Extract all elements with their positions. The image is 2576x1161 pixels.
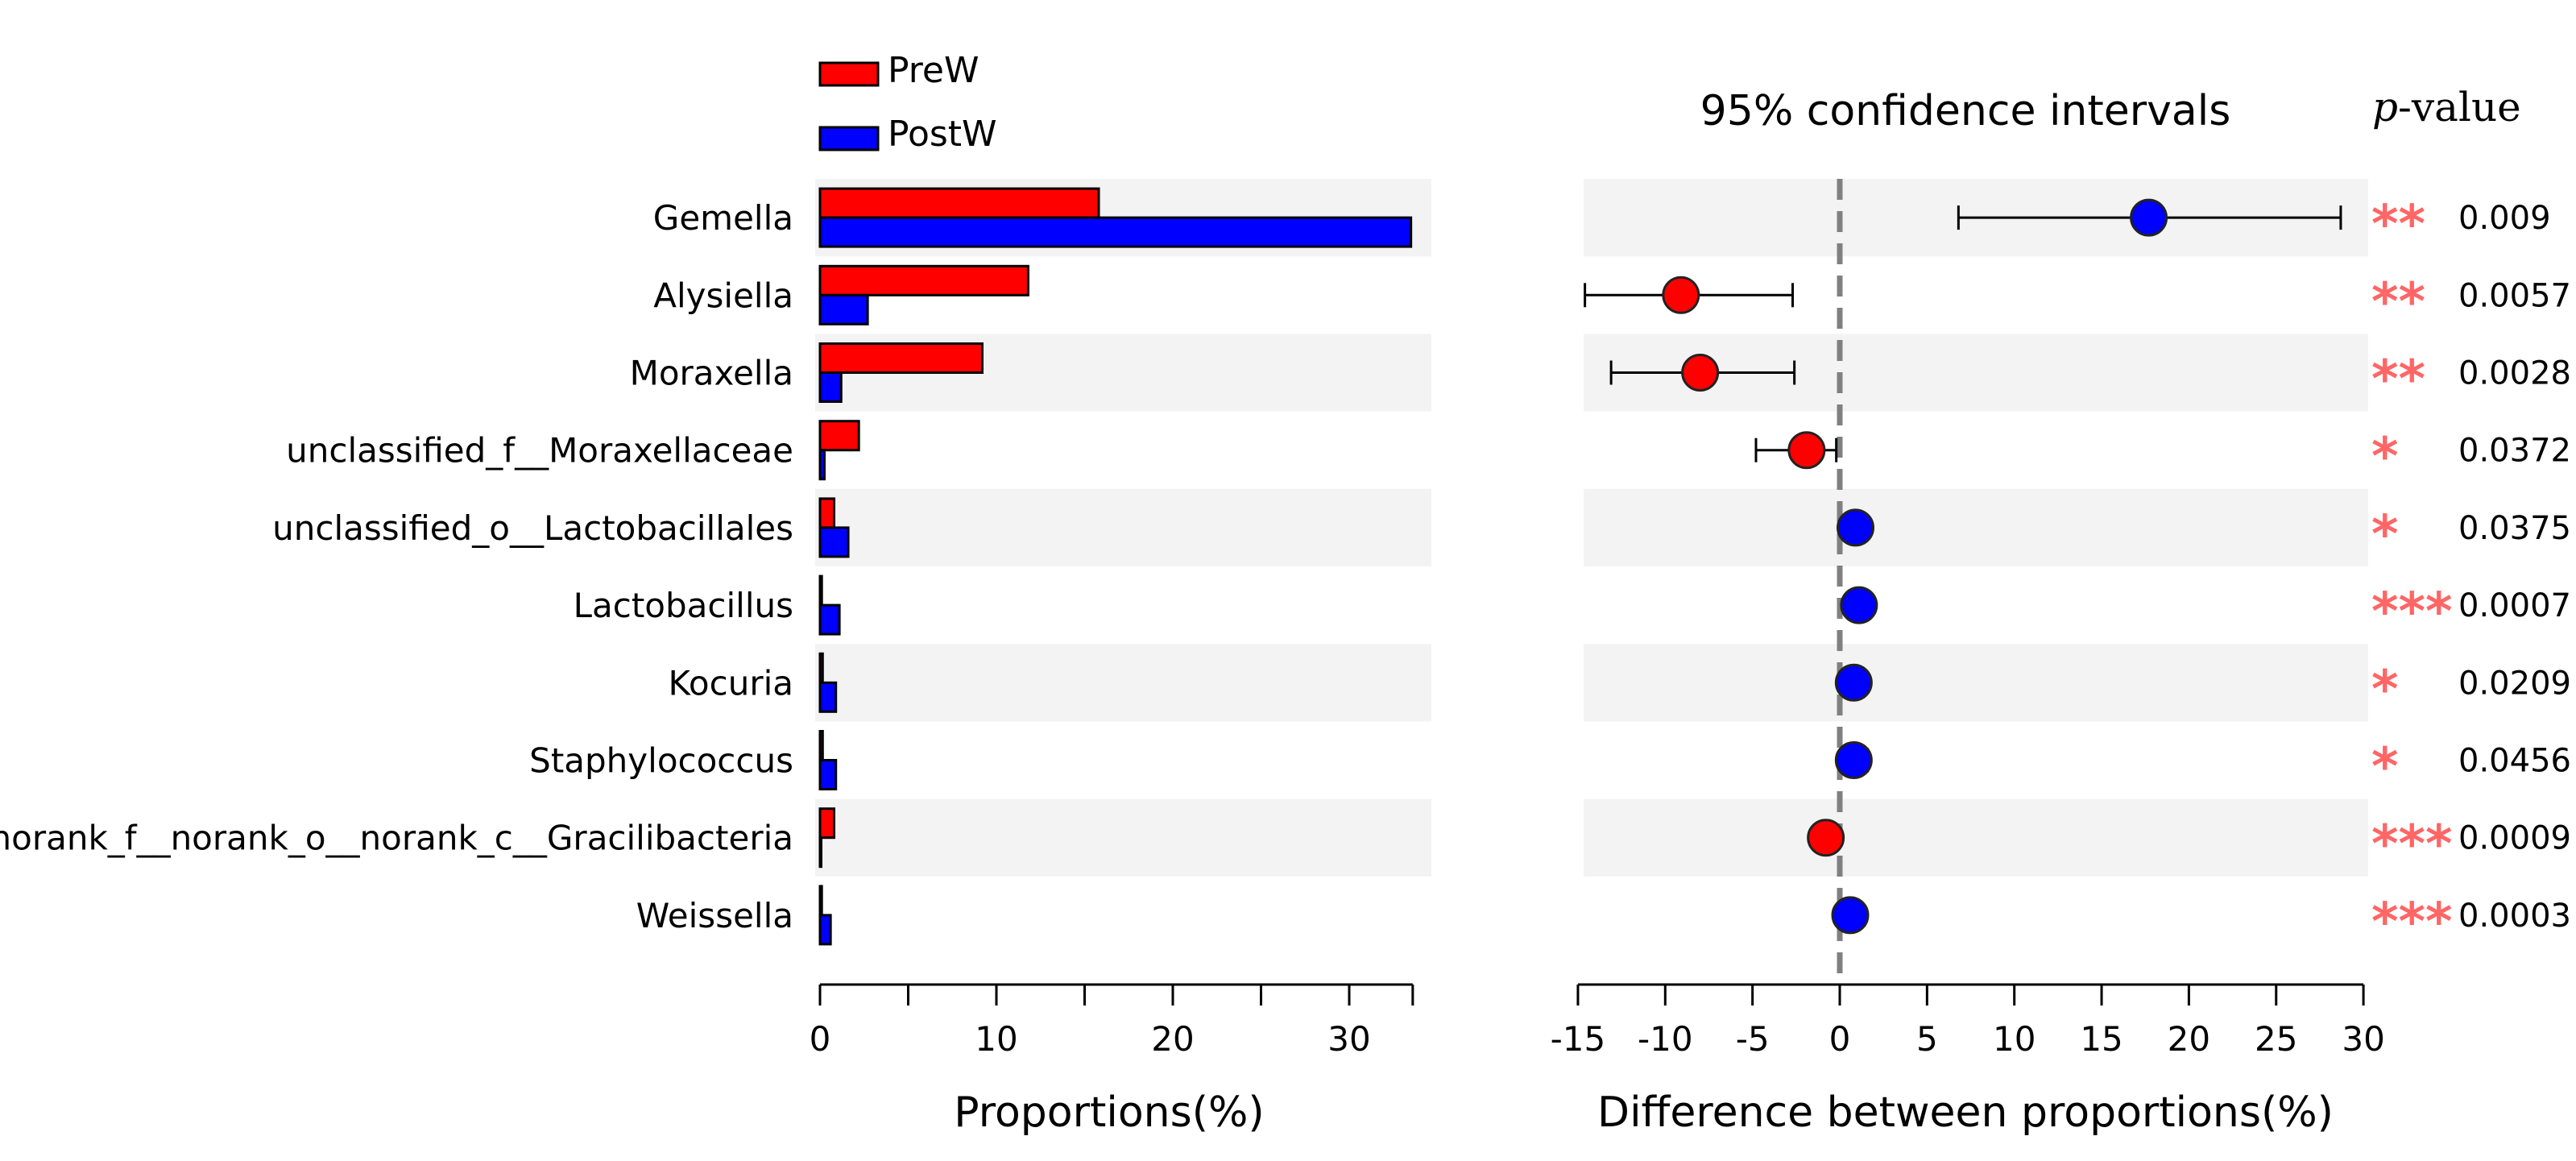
p-value: 0.009	[2458, 200, 2551, 237]
category-label: Alysiella	[653, 276, 793, 315]
bar-postw	[818, 216, 1413, 248]
right-axis-tick-label: 20	[2168, 1019, 2210, 1059]
category-label: Lactobacillus	[574, 586, 793, 625]
p-value: 0.0009	[2458, 820, 2571, 857]
p-value-column: ** 0.009** 0.0057** 0.0028* 0.0372* 0.0375***…	[2371, 195, 2571, 952]
right-axis-tick-label: -5	[1736, 1019, 1770, 1059]
right-axis-tick-label: -15	[1551, 1019, 1606, 1059]
legend-prew-swatch	[818, 61, 880, 87]
significance-stars: **	[2371, 272, 2425, 332]
p-value-header-italic: p	[2372, 84, 2398, 131]
ci-chart	[1584, 198, 2342, 935]
significance-stars: *	[2371, 660, 2398, 719]
p-value: 0.0028	[2458, 355, 2571, 392]
bar-prew	[818, 497, 836, 529]
category-label: unclassified_o__Lactobacillales	[272, 508, 793, 548]
category-label: Gemella	[653, 198, 793, 238]
p-value-header-rest: -value	[2398, 84, 2521, 131]
right-axis-tick-label: 15	[2080, 1019, 2123, 1059]
category-label: Kocuria	[668, 663, 793, 703]
bar-postw	[818, 526, 850, 558]
bar-postw	[818, 759, 838, 790]
row-background-left	[815, 798, 1431, 877]
bar-postw	[818, 681, 838, 713]
category-labels: Gemella Alysiella Moraxella unclassified_f_…	[0, 198, 793, 935]
bar-prew	[818, 187, 1100, 219]
category-label: unclassified_f__Moraxellaceae	[286, 431, 793, 471]
row-background-right	[1584, 644, 2368, 722]
row-background-left	[815, 644, 1431, 722]
significance-stars: **	[2371, 195, 2425, 255]
p-value: 0.0456	[2458, 743, 2571, 780]
bar-prew	[818, 342, 984, 374]
left-axis-tick-label: 20	[1151, 1019, 1194, 1059]
significance-stars: ***	[2371, 893, 2452, 952]
bar-postw	[818, 293, 869, 325]
ci-point	[2130, 198, 2168, 237]
significance-stars: *	[2371, 428, 2398, 487]
right-x-axis-label: Difference between proportions(%)	[1597, 1088, 2334, 1137]
category-label: Staphylococcus	[529, 741, 793, 781]
row-background-right	[1584, 798, 2368, 877]
bar-postw	[818, 603, 841, 636]
left-axis-tick-label: 0	[810, 1019, 831, 1059]
significance-stars: *	[2371, 505, 2398, 565]
bar-prew	[818, 420, 860, 452]
category-label: norank_f__norank_o__norank_c__Gracilibac…	[0, 819, 793, 858]
bar-prew	[818, 652, 824, 684]
row-background-left	[815, 488, 1431, 566]
right-axis-tick-label: -10	[1638, 1019, 1693, 1059]
left-x-axis-label: Proportions(%)	[954, 1088, 1264, 1137]
ci-panel-title: 95% confidence intervals	[1700, 87, 2231, 135]
bar-prew	[818, 574, 823, 607]
bar-prew	[818, 264, 1029, 296]
bar-postw	[818, 914, 832, 946]
row-backgrounds	[815, 179, 2368, 877]
bar-prew	[818, 885, 823, 917]
significance-stars: ***	[2371, 583, 2452, 642]
legend-prew-label: PreW	[888, 50, 979, 91]
ci-point	[1834, 741, 1873, 779]
p-value: 0.0003	[2458, 898, 2571, 935]
ci-point	[1840, 586, 1878, 624]
ci-point	[1807, 819, 1845, 857]
ci-point	[1831, 896, 1870, 935]
right-axis-tick-label: 25	[2255, 1019, 2297, 1059]
right-axis-tick-label: 5	[1916, 1019, 1938, 1059]
p-value: 0.0372	[2458, 433, 2571, 470]
p-value: 0.0209	[2458, 665, 2571, 702]
p-value: 0.0057	[2458, 277, 2571, 314]
legend-postw-swatch	[818, 126, 880, 151]
significance-stars: *	[2371, 738, 2398, 798]
bar-postw	[818, 371, 843, 403]
right-axis-tick-label: 0	[1829, 1019, 1851, 1059]
right-axis-tick-label: 10	[1993, 1019, 2036, 1059]
left-axis-tick-label: 30	[1327, 1019, 1370, 1059]
p-value: 0.0375	[2458, 510, 2571, 547]
p-value-header: p-value	[2372, 84, 2521, 131]
legend-postw-label: PostW	[888, 114, 997, 155]
significance-stars: ***	[2371, 815, 2452, 875]
left-axis-tick-label: 10	[975, 1019, 1017, 1059]
left-x-axis: 0 10 20 30	[810, 983, 1414, 1059]
ci-point	[1662, 276, 1700, 314]
bar-prew	[818, 807, 836, 840]
ci-point	[1837, 508, 1875, 547]
category-label: Moraxella	[630, 354, 793, 393]
bar-chart	[818, 187, 1413, 946]
significance-stars: **	[2371, 350, 2425, 410]
ci-point	[1834, 663, 1873, 702]
bar-postw	[818, 449, 826, 481]
ci-point	[1681, 354, 1720, 392]
bar-prew	[818, 730, 824, 761]
legend: PreW PostW	[818, 50, 997, 155]
category-label: Weissella	[636, 896, 793, 935]
p-value: 0.0007	[2458, 587, 2571, 624]
row-background-right	[1584, 488, 2368, 566]
right-axis-tick-label: 30	[2342, 1019, 2384, 1059]
right-x-axis: -15 -10 -5 0 5 10 15 20 25 30	[1551, 983, 2385, 1059]
ci-point	[1787, 431, 1826, 470]
bar-postw	[818, 836, 822, 869]
